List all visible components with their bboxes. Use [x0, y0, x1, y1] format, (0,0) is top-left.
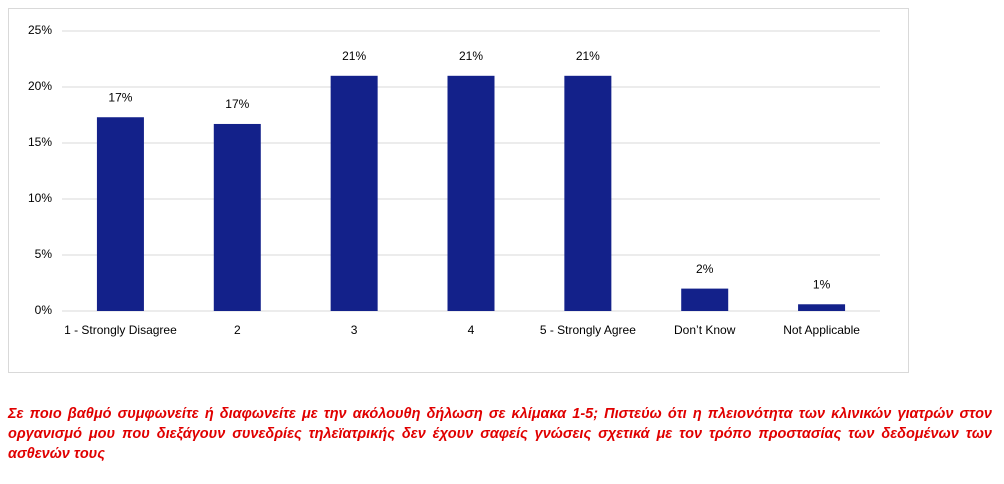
x-tick-label: Not Applicable: [783, 323, 860, 337]
caption: Σε ποιο βαθμό συμφωνείτε ή διαφωνείτε με…: [8, 406, 992, 462]
x-tick-label: 4: [467, 323, 475, 337]
y-tick-label: 10%: [28, 191, 52, 205]
data-label: 1%: [813, 277, 831, 291]
x-tick-label: 2: [233, 323, 241, 337]
x-tick-label: 1 - Strongly Disagree: [64, 323, 177, 337]
data-label: 21%: [459, 49, 483, 63]
data-label: 21%: [342, 49, 366, 63]
chart-border: [8, 8, 909, 373]
bar: [213, 123, 261, 312]
bar: [798, 304, 846, 311]
data-label: 17%: [108, 90, 132, 104]
y-tick-label: 25%: [28, 23, 52, 37]
y-tick-label: 20%: [28, 79, 52, 93]
data-label: 17%: [225, 97, 249, 111]
y-tick-label: 5%: [35, 247, 53, 261]
x-tick-label: 3: [350, 323, 358, 337]
data-label: 2%: [696, 262, 714, 276]
bar: [447, 75, 495, 311]
bar: [564, 75, 612, 311]
y-tick-label: 0%: [35, 303, 53, 317]
data-label: 21%: [576, 49, 600, 63]
x-tick-label: Don’t Know: [674, 323, 736, 337]
x-tick-label: 5 - Strongly Agree: [539, 323, 636, 337]
bar: [681, 288, 729, 311]
y-tick-label: 15%: [28, 135, 52, 149]
bar: [96, 117, 144, 312]
bar: [330, 75, 378, 311]
